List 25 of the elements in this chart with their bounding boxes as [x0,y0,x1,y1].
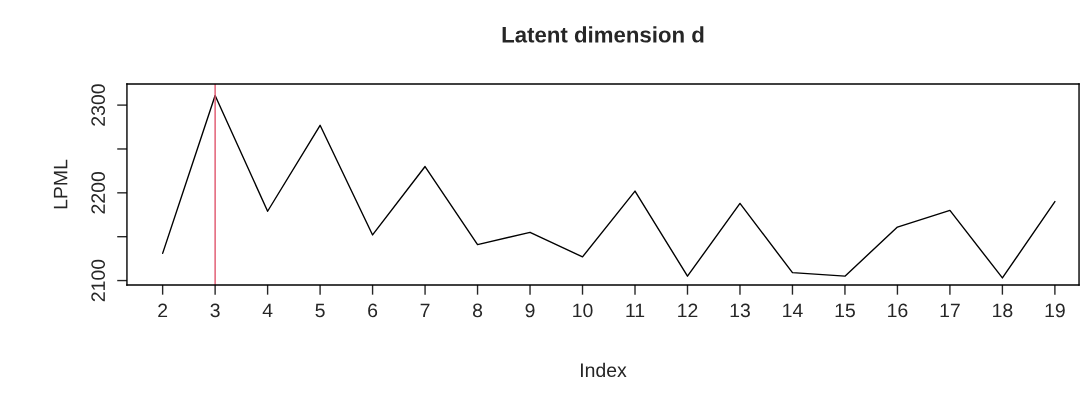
x-tick-label: 3 [210,303,220,318]
chart-title: Latent dimension d [502,26,704,43]
x-tick-label: 4 [262,303,273,318]
x-tick-label: 11 [626,303,645,318]
x-tick-label: 16 [888,303,908,318]
x-tick-label: 18 [993,303,1013,318]
x-tick-label: 8 [472,303,483,318]
x-tick-label: 6 [368,303,378,318]
x-tick-label: 17 [940,303,960,318]
x-tick-label: 5 [315,303,325,318]
x-tick-label: 7 [420,303,430,318]
y-tick-label: 2200 [91,171,106,214]
y-tick-label: 2100 [91,259,106,302]
line-series [161,94,1056,279]
x-tick-label: 10 [573,303,593,318]
x-tick-label: 13 [730,303,750,318]
x-tick-label: 19 [1045,303,1065,318]
x-tick-label: 9 [525,303,535,318]
x-axis-title: Index [581,362,627,378]
x-tick-label: 14 [783,303,803,318]
x-tick-label: 12 [678,303,698,318]
x-tick-label: 2 [158,303,168,318]
y-axis-title: LPML [53,159,68,209]
y-tick-label: 2300 [91,84,106,126]
x-tick-label: 15 [835,303,855,318]
